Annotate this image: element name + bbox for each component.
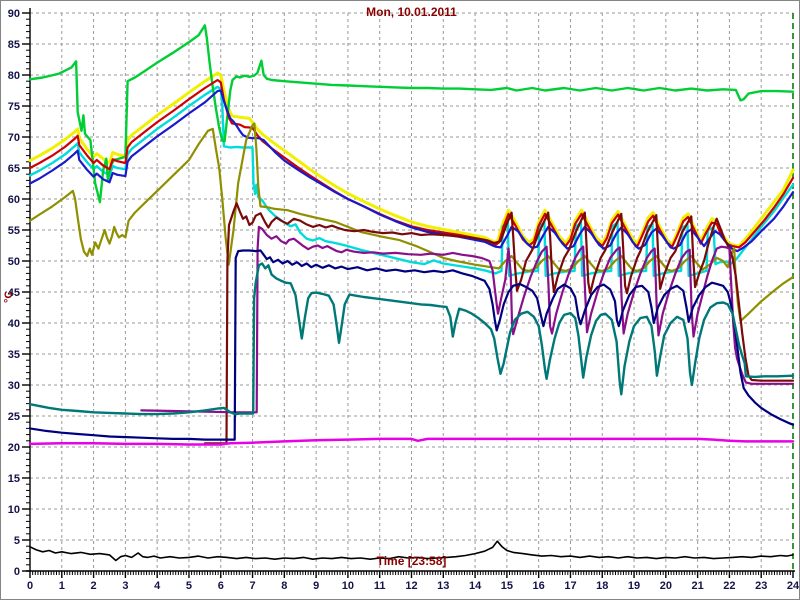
y-axis-label: °C bbox=[3, 290, 15, 303]
x-tick-label: 22 bbox=[723, 580, 735, 592]
y-tick-label: 45 bbox=[8, 287, 20, 299]
y-tick-label: 10 bbox=[8, 504, 20, 516]
series-maroon bbox=[203, 202, 795, 445]
x-tick-label: 18 bbox=[596, 580, 608, 592]
chart-title: Mon, 10.01.2011 bbox=[366, 5, 457, 19]
series-teal bbox=[28, 262, 795, 416]
y-tick-label: 35 bbox=[8, 349, 20, 361]
x-tick-label: 15 bbox=[501, 580, 513, 592]
x-tick-label: 16 bbox=[533, 580, 545, 592]
series-black bbox=[29, 540, 794, 562]
y-tick-label: 65 bbox=[8, 163, 20, 175]
y-tick-label: 85 bbox=[8, 39, 20, 51]
y-tick-label: 25 bbox=[8, 411, 20, 423]
x-tick-label: 13 bbox=[437, 580, 449, 592]
x-axis-label: Time [23:58] bbox=[376, 554, 447, 568]
x-tick-label: 10 bbox=[342, 580, 354, 592]
x-tick-label: 3 bbox=[122, 580, 128, 592]
y-tick-label: 80 bbox=[8, 70, 20, 82]
y-tick-label: 90 bbox=[8, 8, 20, 20]
x-tick-label: 17 bbox=[564, 580, 576, 592]
x-tick-label: 9 bbox=[313, 580, 319, 592]
x-tick-label: 19 bbox=[628, 580, 640, 592]
x-tick-label: 7 bbox=[249, 580, 255, 592]
y-tick-label: 30 bbox=[8, 380, 20, 392]
series-green bbox=[28, 24, 795, 204]
x-tick-label: 8 bbox=[281, 580, 287, 592]
x-tick-label: 20 bbox=[660, 580, 672, 592]
x-tick-label: 4 bbox=[154, 580, 161, 592]
series-navy bbox=[28, 249, 795, 441]
x-tick-label: 12 bbox=[405, 580, 417, 592]
x-tick-label: 24 bbox=[787, 580, 800, 592]
x-tick-label: 1 bbox=[59, 580, 65, 592]
y-tick-label: 75 bbox=[8, 101, 20, 113]
x-tick-label: 23 bbox=[755, 580, 767, 592]
y-tick-label: 60 bbox=[8, 194, 20, 206]
x-tick-label: 14 bbox=[469, 580, 482, 592]
y-tick-label: 70 bbox=[8, 132, 20, 144]
series-purple bbox=[140, 225, 795, 414]
y-tick-label: 5 bbox=[14, 535, 20, 547]
y-tick-label: 0 bbox=[14, 566, 20, 578]
x-tick-label: 2 bbox=[91, 580, 97, 592]
series-cyan bbox=[28, 85, 795, 278]
x-tick-label: 5 bbox=[186, 580, 192, 592]
x-tick-label: 21 bbox=[692, 580, 704, 592]
series-red bbox=[28, 78, 795, 249]
x-tick-label: 0 bbox=[27, 580, 33, 592]
x-tick-label: 6 bbox=[218, 580, 224, 592]
x-tick-label: 11 bbox=[374, 580, 386, 592]
y-tick-label: 50 bbox=[8, 256, 20, 268]
y-tick-label: 15 bbox=[8, 473, 20, 485]
y-tick-label: 20 bbox=[8, 442, 20, 454]
y-tick-label: 55 bbox=[8, 225, 20, 237]
y-tick-label: 40 bbox=[8, 318, 20, 330]
series-magenta bbox=[28, 437, 795, 446]
